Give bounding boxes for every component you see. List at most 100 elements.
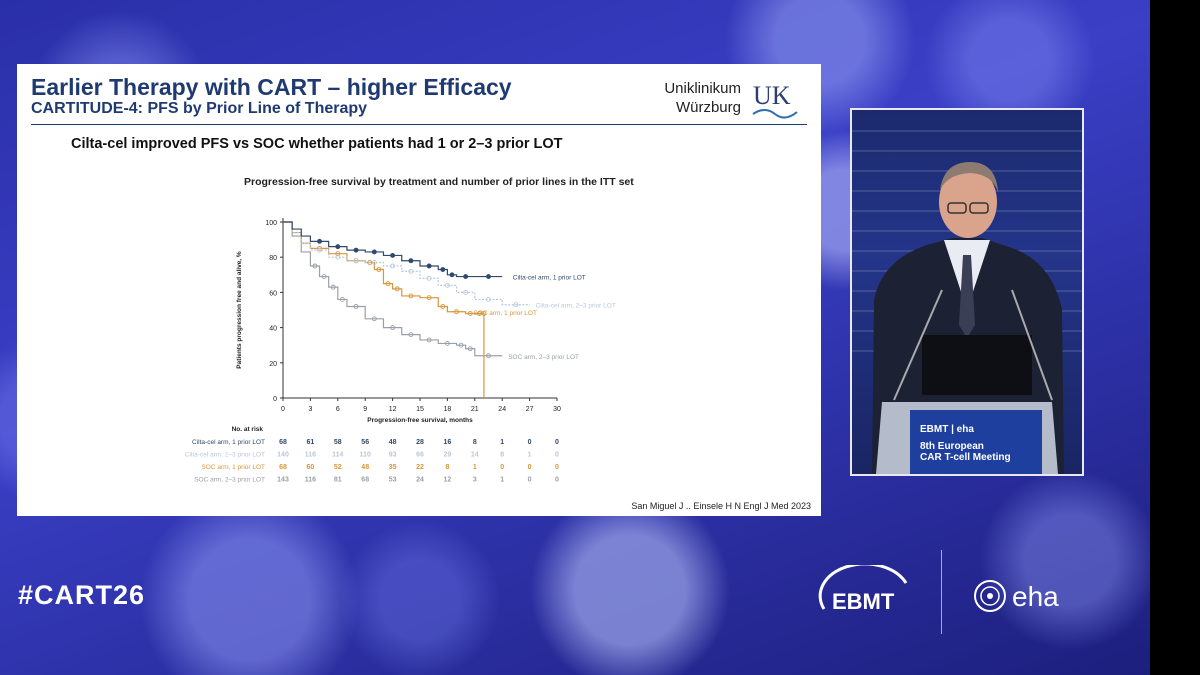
presentation-slide: Earlier Therapy with CART – higher Effic… xyxy=(17,64,821,516)
risk-value: 116 xyxy=(305,452,316,459)
y-tick-label: 60 xyxy=(269,290,277,297)
censor-mark xyxy=(367,260,373,265)
censor-mark xyxy=(449,272,455,278)
risk-value: 58 xyxy=(334,439,342,446)
censor-mark xyxy=(408,258,414,264)
censor-mark xyxy=(444,340,450,346)
risk-value: 66 xyxy=(416,452,424,459)
y-tick-label: 0 xyxy=(273,396,277,403)
slide-title: Earlier Therapy with CART – higher Effic… xyxy=(31,74,512,100)
slide-headline: Cilta-cel improved PFS vs SOC whether pa… xyxy=(71,136,563,152)
ebmt-logo-text: EBMT xyxy=(832,589,895,614)
risk-value: 12 xyxy=(444,477,452,484)
x-tick-label: 18 xyxy=(444,406,452,413)
censor-mark xyxy=(353,258,359,264)
x-tick-label: 6 xyxy=(336,406,340,413)
censor-mark xyxy=(376,267,382,272)
x-tick-label: 27 xyxy=(526,406,534,413)
censor-mark xyxy=(486,296,491,302)
series-line-2 xyxy=(283,221,485,398)
x-tick-label: 3 xyxy=(308,406,312,413)
censor-mark xyxy=(426,295,432,301)
x-tick-label: 24 xyxy=(498,406,506,413)
risk-value: 1 xyxy=(500,477,504,484)
censor-mark xyxy=(408,332,414,338)
y-tick-label: 100 xyxy=(265,220,277,227)
y-tick-label: 40 xyxy=(269,326,277,333)
risk-row-label: SOC arm, 2–3 prior LOT xyxy=(194,477,265,484)
censor-mark xyxy=(426,337,432,343)
ebmt-logo-icon: EBMT xyxy=(818,565,908,614)
y-tick-label: 80 xyxy=(269,255,277,262)
censor-mark xyxy=(371,249,377,255)
series-line-1 xyxy=(283,221,530,306)
risk-value: 14 xyxy=(471,452,479,459)
censor-mark xyxy=(426,263,432,269)
risk-value: 28 xyxy=(416,439,424,446)
y-tick-label: 20 xyxy=(269,361,277,368)
censor-mark xyxy=(317,247,322,253)
eha-logo-icon: eha xyxy=(974,580,1059,612)
x-tick-label: 15 xyxy=(416,406,424,413)
risk-value: 8 xyxy=(445,464,449,471)
series-label-3: SOC arm, 2–3 prior LOT xyxy=(508,354,579,361)
censor-mark xyxy=(335,254,341,260)
censor-mark xyxy=(371,260,377,265)
risk-value: 60 xyxy=(307,464,315,471)
logo-mark-text: UK xyxy=(753,81,791,110)
x-tick-label: 12 xyxy=(389,406,397,413)
risk-value: 0 xyxy=(555,477,559,484)
series-line-0 xyxy=(283,221,503,278)
risk-value: 53 xyxy=(389,477,397,484)
censor-mark xyxy=(335,251,341,257)
eha-logo-text: eha xyxy=(1012,581,1059,612)
risk-table-header: No. at risk xyxy=(232,426,264,433)
risk-table: No. at risk Cilta-cel arm, 1 prior LOT 68 6… xyxy=(185,426,559,484)
censor-mark xyxy=(321,274,327,280)
censor-mark xyxy=(390,252,396,258)
risk-value: 81 xyxy=(334,477,342,484)
censor-mark xyxy=(335,244,341,250)
risk-value: 0 xyxy=(528,439,532,446)
risk-value: 1 xyxy=(528,452,532,459)
risk-value: 0 xyxy=(555,452,559,459)
risk-value: 68 xyxy=(279,464,287,471)
censor-mark xyxy=(353,304,359,309)
risk-value: 61 xyxy=(307,439,315,446)
risk-row-label: Cilta-cel arm, 2–3 prior LOT xyxy=(185,452,265,459)
risk-value: 68 xyxy=(361,477,369,484)
censor-mark xyxy=(385,281,391,287)
risk-value: 8 xyxy=(500,452,504,459)
risk-value: 3 xyxy=(473,477,477,484)
chart-axes: 0 20 40 60 80 100 0 3 6 9 12 15 18 21 24 27 30 Progressio… xyxy=(236,218,561,424)
citation: San Miguel J .. Einsele H N Engl J Med 2… xyxy=(631,501,811,511)
risk-value: 110 xyxy=(360,452,371,459)
chart-series xyxy=(283,221,530,398)
risk-value: 48 xyxy=(361,464,369,471)
series-label-1: Cilta-cel arm, 2–3 prior LOT xyxy=(536,303,616,310)
censor-mark xyxy=(317,238,322,244)
risk-row-label: SOC arm, 1 prior LOT xyxy=(201,464,265,471)
risk-value: 48 xyxy=(389,439,397,446)
censor-mark xyxy=(312,263,318,269)
lectern-badge-line1: EBMT | eha xyxy=(920,424,974,435)
censor-mark xyxy=(476,311,482,316)
risk-value: 56 xyxy=(361,439,369,446)
risk-value: 0 xyxy=(528,477,532,484)
censor-mark xyxy=(339,296,345,302)
chart-title: Progression-free survival by treatment a… xyxy=(244,176,634,188)
risk-value: 29 xyxy=(444,452,452,459)
censor-mark xyxy=(426,275,432,281)
censor-mark xyxy=(394,286,400,292)
lectern-badge-line3: CAR T-cell Meeting xyxy=(920,452,1011,463)
logo-line1: Uniklinikum xyxy=(664,80,741,97)
x-tick-label: 9 xyxy=(363,406,367,413)
lectern-badge: EBMT | eha 8th European CAR T-cell Meeti… xyxy=(920,424,1080,463)
censor-mark xyxy=(513,302,519,308)
x-tick-label: 30 xyxy=(553,406,561,413)
logo-line2: Würzburg xyxy=(675,99,741,116)
censor-mark xyxy=(408,293,414,299)
risk-value: 24 xyxy=(416,477,424,484)
censor-mark xyxy=(330,284,336,290)
risk-row-label: Cilta-cel arm, 1 prior LOT xyxy=(192,439,265,446)
